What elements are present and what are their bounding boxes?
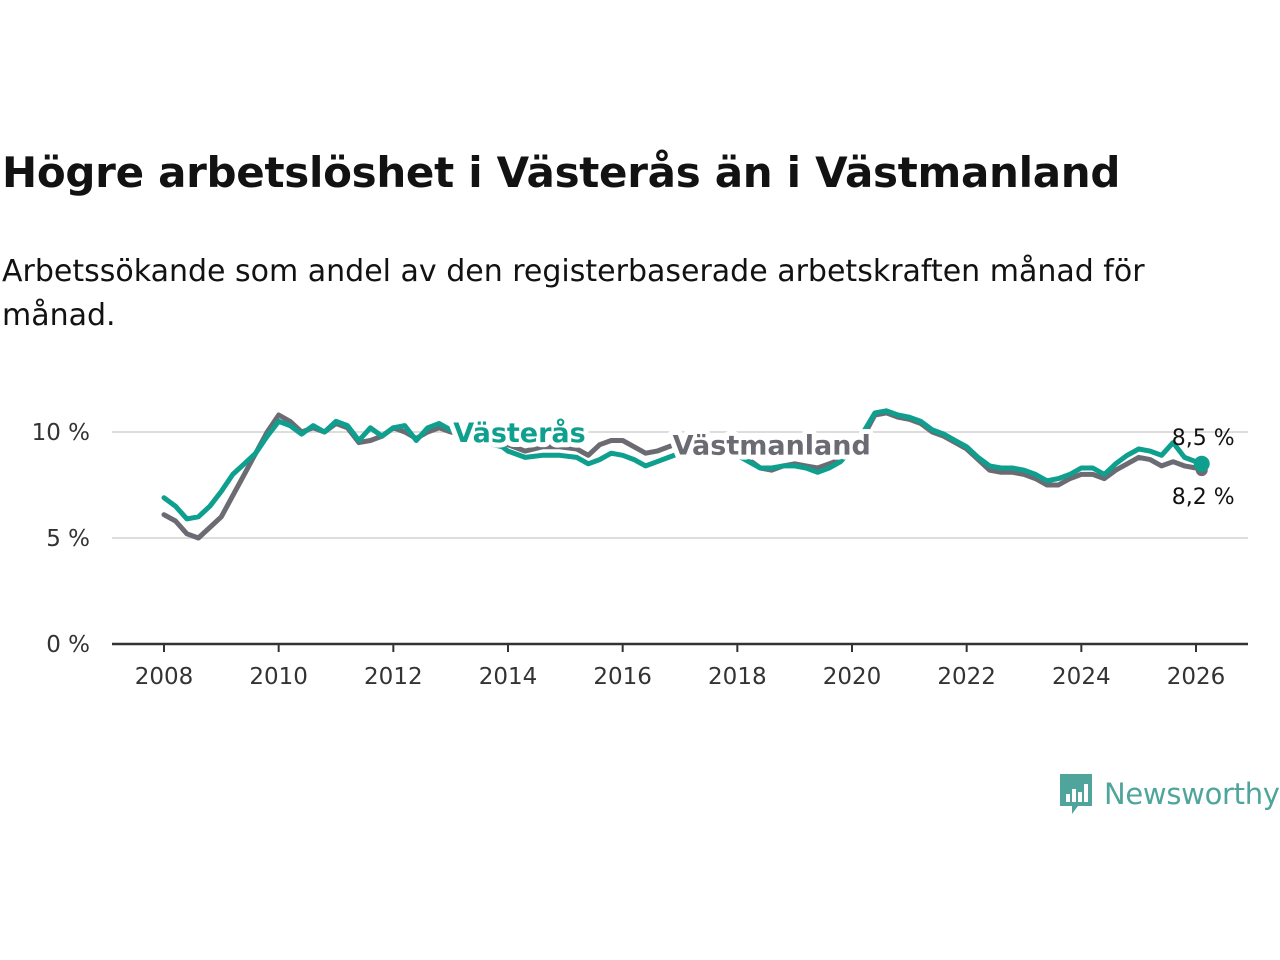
brand-name: Newsworthy <box>1104 777 1280 811</box>
series-line-vasteras <box>161 408 1205 522</box>
x-tick-label: 2026 <box>1167 664 1226 690</box>
end-marker-vasteras <box>1193 455 1210 472</box>
x-tick-label: 2016 <box>593 664 652 690</box>
x-tick-label: 2020 <box>823 664 882 690</box>
y-axis-labels: 0 % 5 % 10 % <box>32 420 90 658</box>
chart-subtitle: Arbetssökande som andel av den registerb… <box>2 254 1145 333</box>
end-value-label-vastmanland: 8,2 % <box>1172 485 1235 510</box>
series-labels: Västerås Västmanland <box>448 412 876 467</box>
x-tick-label: 2024 <box>1052 664 1111 690</box>
series-label-vastmanland: Västmanland <box>673 431 871 462</box>
end-markers: 8,2 % 8,5 % <box>1172 426 1235 510</box>
newsworthy-logo-icon <box>1060 774 1092 814</box>
x-tick-label: 2014 <box>479 664 538 690</box>
x-tick-label: 2022 <box>937 664 996 690</box>
series-label-vasteras: Västerås <box>453 417 586 449</box>
x-tick-label: 2018 <box>708 664 767 690</box>
x-tick-label: 2012 <box>364 664 423 690</box>
end-value-label-vasteras: 8,5 % <box>1172 426 1235 451</box>
chart-title: Högre arbetslöshet i Västerås än i Västm… <box>2 148 1121 197</box>
brand-logo: Newsworthy <box>1058 772 1280 816</box>
y-tick-label: 0 % <box>46 632 90 658</box>
y-tick-label: 5 % <box>46 526 90 552</box>
x-tick-label: 2010 <box>249 664 308 690</box>
series-lines <box>161 408 1205 541</box>
y-tick-label: 10 % <box>32 420 90 446</box>
x-tick-label: 2008 <box>135 664 194 690</box>
x-axis: 2008 2010 2012 2014 2016 2018 2020 2022 2024 2026 <box>112 642 1248 690</box>
